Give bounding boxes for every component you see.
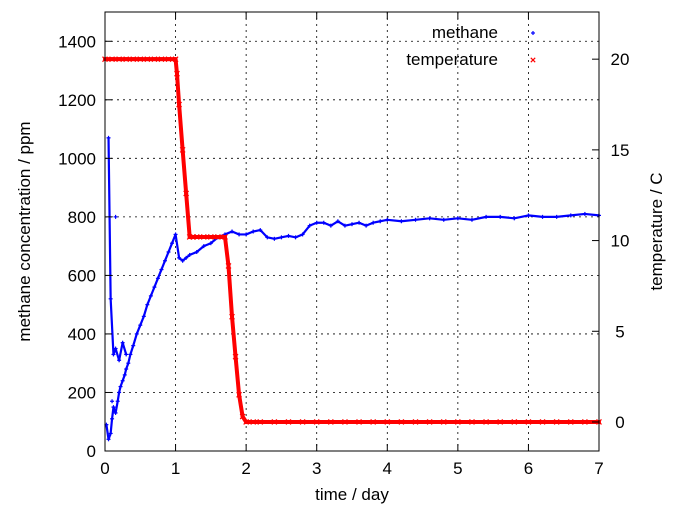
y-axis-label: methane concentration / ppm xyxy=(15,121,34,341)
y-tick-label: 1200 xyxy=(58,91,96,110)
x-tick-label: 7 xyxy=(594,459,603,478)
series-segment xyxy=(259,228,269,239)
series-temperature xyxy=(102,56,602,425)
plot-frame xyxy=(104,11,600,452)
y-tick-label: 1000 xyxy=(58,149,96,168)
series-segment xyxy=(513,214,530,220)
x-tick-label: 5 xyxy=(453,459,462,478)
plot-data xyxy=(102,56,602,442)
series-segment xyxy=(118,341,124,362)
series-segment xyxy=(555,214,572,218)
legend-marker-temperature xyxy=(530,57,536,63)
y-tick-label: 400 xyxy=(68,325,96,344)
series-methane xyxy=(104,135,601,442)
y-tick-label: 0 xyxy=(87,442,96,461)
series-segment xyxy=(233,354,242,397)
series-segment xyxy=(237,392,245,419)
series-segment xyxy=(174,71,182,107)
x-tick-label: 2 xyxy=(241,459,250,478)
series-segment xyxy=(414,217,431,221)
y-tick-label: 600 xyxy=(68,266,96,285)
series-segment xyxy=(442,217,459,221)
series-segment xyxy=(527,214,544,218)
grid-lines xyxy=(105,12,599,451)
series-segment xyxy=(184,191,192,239)
series-segment xyxy=(177,102,185,152)
x-tick-label: 0 xyxy=(100,459,109,478)
y2-tick-label: 10 xyxy=(611,232,630,251)
y2-tick-label: 5 xyxy=(615,322,624,341)
series-segment xyxy=(180,147,189,196)
series-segment xyxy=(109,417,114,435)
series-segment xyxy=(174,233,181,259)
series-segment xyxy=(107,136,112,300)
series-segment xyxy=(428,217,445,221)
series-segment xyxy=(456,217,474,221)
legend-label-methane: methane xyxy=(432,23,498,42)
series-segment xyxy=(336,220,347,227)
series-segment xyxy=(329,220,339,227)
tick-marks xyxy=(104,12,600,452)
series-segment xyxy=(195,245,205,254)
series-segment xyxy=(301,224,311,236)
series-segment xyxy=(230,314,238,359)
y-tick-label: 1400 xyxy=(58,32,96,51)
y2-axis-label: temperature / C xyxy=(647,172,666,290)
legend-marker-methane xyxy=(531,31,535,35)
series-segment xyxy=(583,212,601,217)
legend-marker xyxy=(530,57,536,63)
series-segment xyxy=(109,297,115,356)
y-tick-labels: 0 200 400 600 800 1000 1200 1400 xyxy=(58,32,96,461)
y-tick-label: 200 xyxy=(68,383,96,402)
x-tick-label: 4 xyxy=(383,459,392,478)
series-segment xyxy=(105,423,110,441)
series-segment xyxy=(569,212,586,217)
data-point xyxy=(113,214,118,219)
series-segment xyxy=(470,215,488,221)
series-segment xyxy=(400,218,417,223)
y2-tick-label: 15 xyxy=(611,141,630,160)
y-tick-label: 800 xyxy=(68,208,96,227)
legend-marker xyxy=(531,31,535,35)
legend-label-temperature: temperature xyxy=(406,50,498,69)
x-axis-label: time / day xyxy=(315,485,389,504)
series-segment xyxy=(386,218,403,223)
data-point xyxy=(110,399,115,404)
y2-tick-label: 0 xyxy=(615,413,624,432)
x-tick-labels: 0 1 2 3 4 5 6 7 xyxy=(100,459,603,478)
x-tick-label: 1 xyxy=(171,459,180,478)
x-tick-label: 6 xyxy=(524,459,533,478)
series-segment xyxy=(226,263,235,319)
series-segment xyxy=(222,234,231,268)
data-point xyxy=(124,352,129,357)
legend: methane temperature xyxy=(406,23,536,69)
y2-tick-label: 20 xyxy=(611,50,630,69)
y2-tick-labels: 0 5 10 15 20 xyxy=(611,50,630,432)
series-segment xyxy=(499,215,516,220)
x-tick-label: 3 xyxy=(312,459,321,478)
series-segment xyxy=(173,57,179,76)
